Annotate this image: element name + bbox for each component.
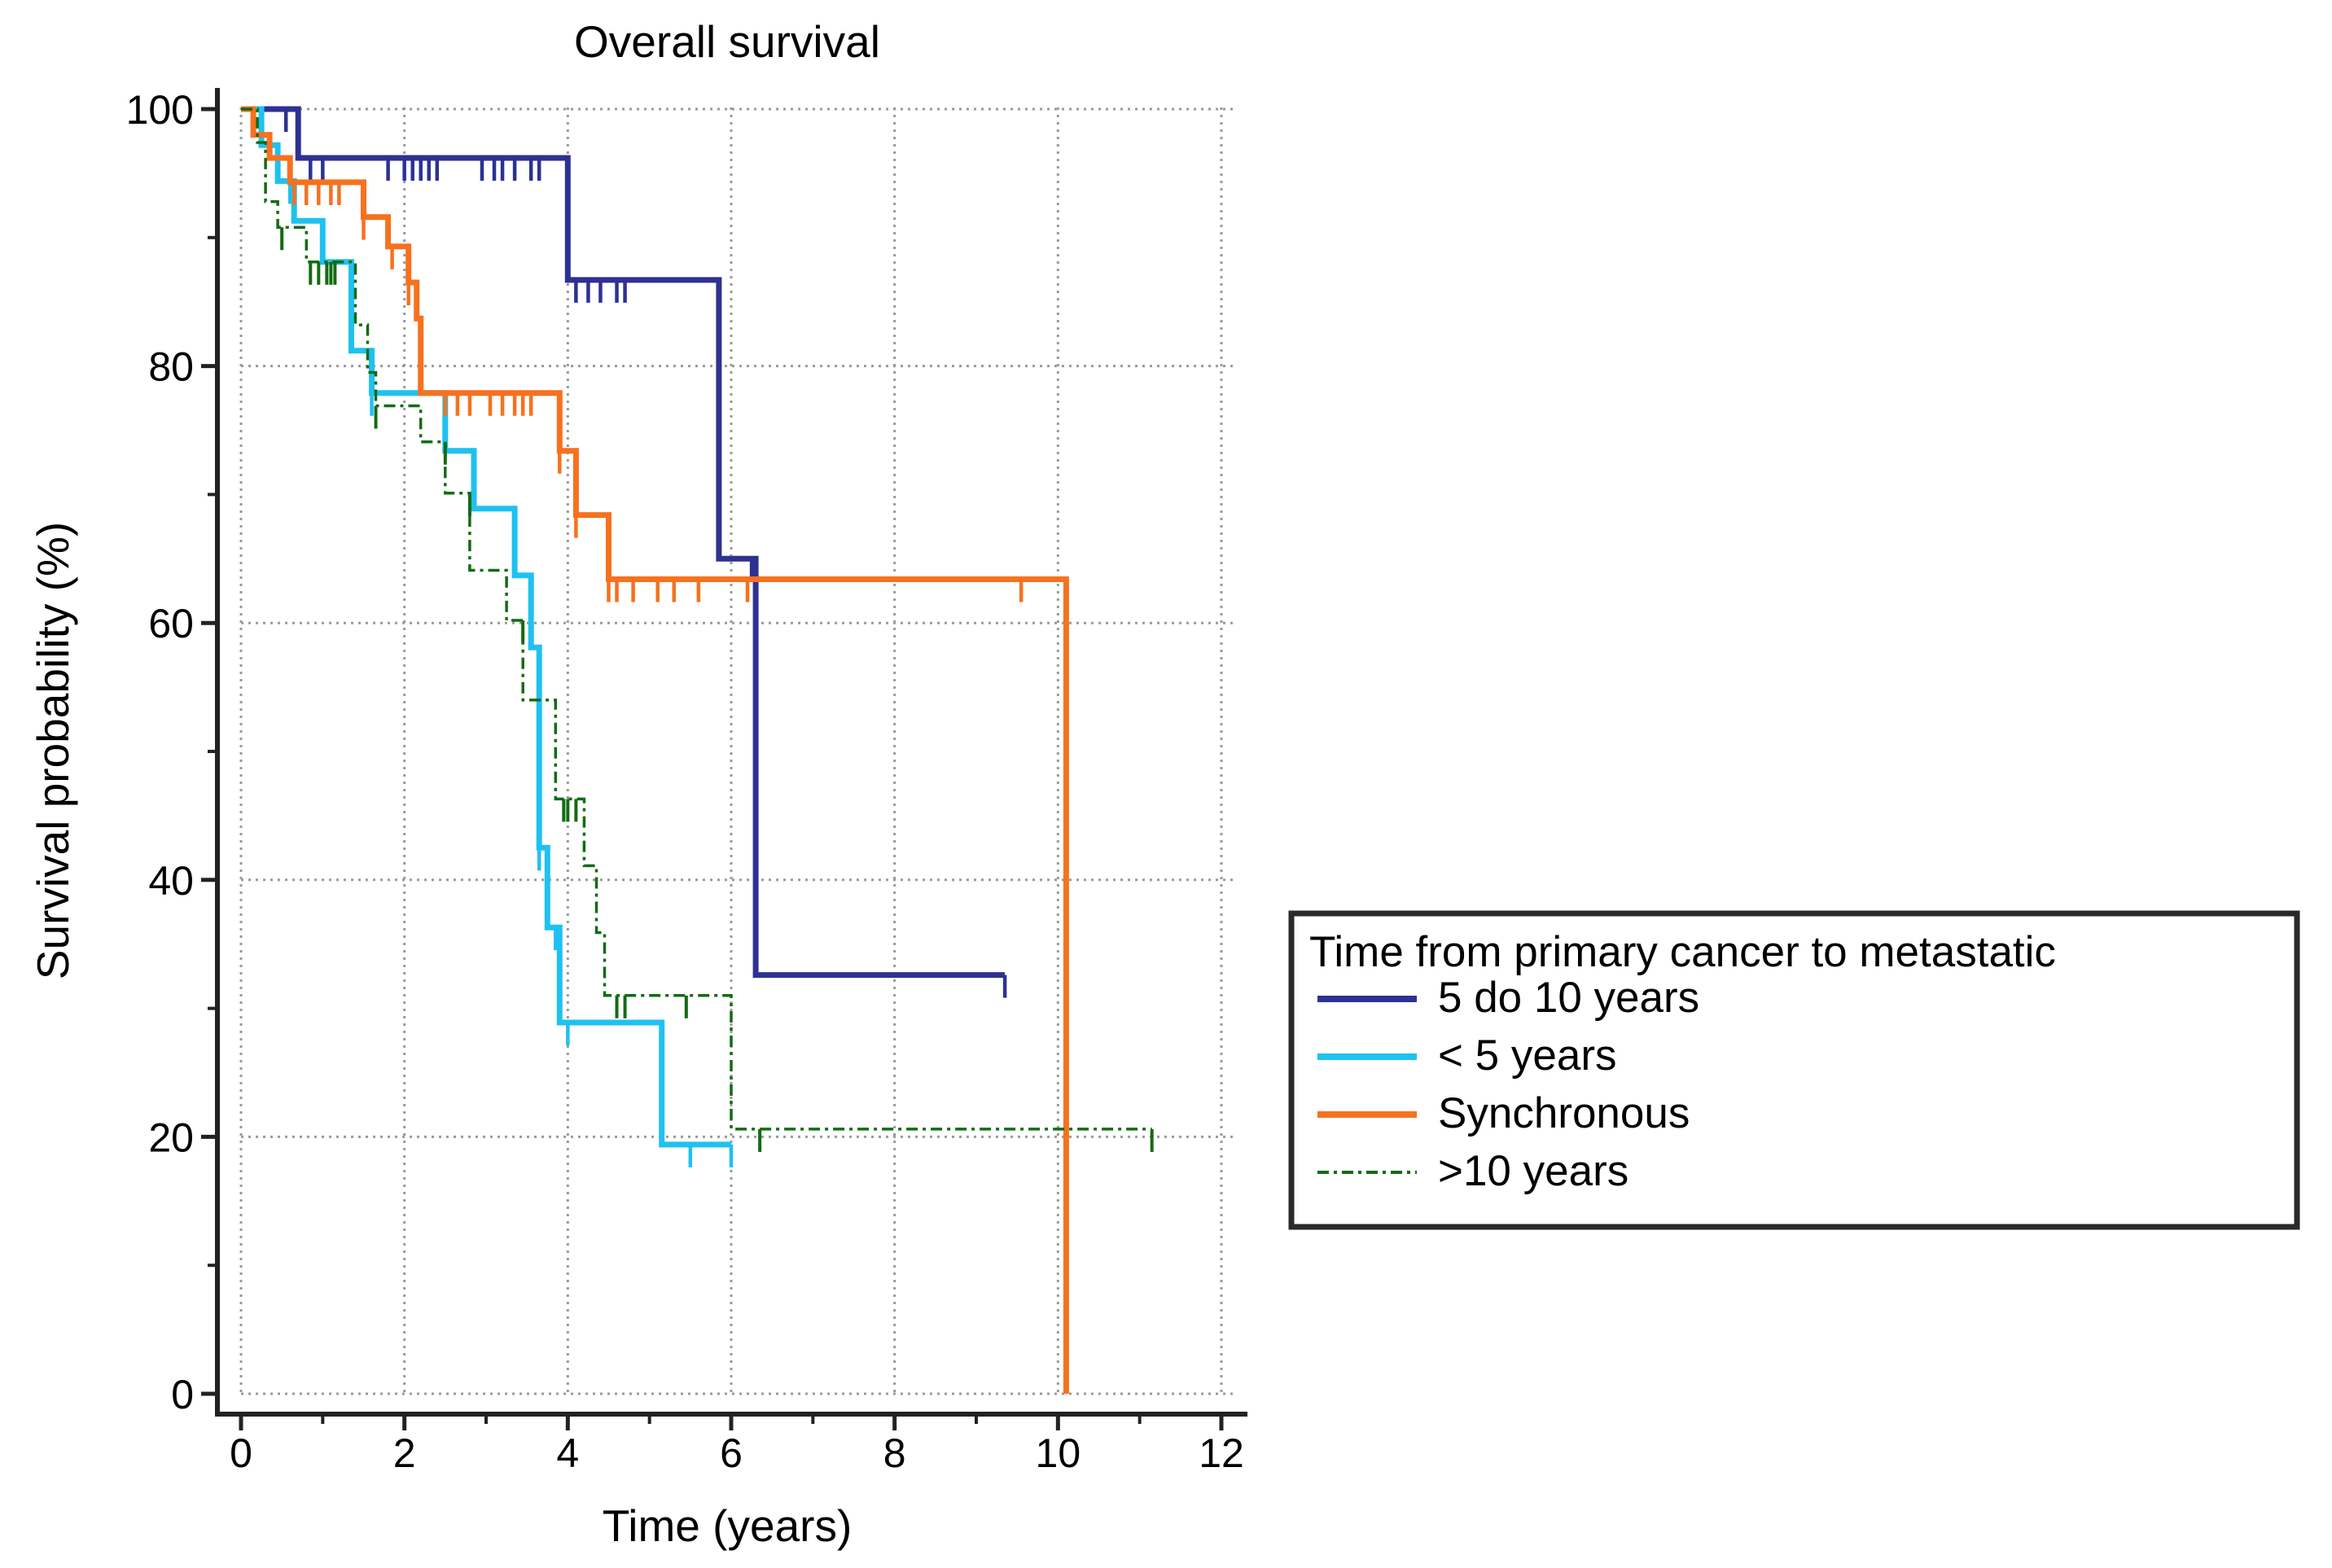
series-group [241, 106, 1069, 1394]
legend-label: >10 years [1438, 1147, 1628, 1195]
y-tick-label: 80 [148, 344, 194, 390]
y-tick-label: 40 [148, 858, 194, 904]
legend-label: Synchronous [1438, 1089, 1690, 1137]
x-tick-label: 8 [883, 1430, 906, 1476]
x-tick-label: 0 [230, 1430, 252, 1476]
y-tick-label: 0 [171, 1372, 194, 1417]
ticks: 0 2 4 6 8 10 12 0 20 40 60 80 100 [126, 87, 1244, 1476]
series-group [241, 106, 734, 1167]
series-line [241, 106, 1006, 979]
series-line [241, 106, 1069, 1394]
legend-label: 5 do 10 years [1438, 974, 1699, 1022]
series-group [241, 106, 1007, 998]
x-tick-label: 10 [1036, 1430, 1081, 1476]
y-tick-label: 60 [148, 601, 194, 646]
plot-series [241, 106, 1154, 1394]
x-tick-label: 12 [1199, 1430, 1244, 1476]
y-tick-label: 100 [126, 87, 194, 133]
series-line [241, 107, 1152, 1131]
legend-label: < 5 years [1438, 1031, 1616, 1080]
x-tick-label: 6 [720, 1430, 743, 1476]
legend-box [1288, 910, 2300, 1230]
x-axis-label: Time (years) [603, 1500, 853, 1551]
legend-entries: 5 do 10 years < 5 years Synchronous >10 yea… [1317, 974, 1699, 1195]
y-tick-label: 20 [148, 1115, 194, 1160]
x-tick-label: 2 [393, 1430, 416, 1476]
chart-title: Overall survival [574, 16, 880, 67]
grid [239, 107, 1236, 1395]
series-group [241, 107, 1154, 1152]
y-axis-label: Survival probability (%) [28, 522, 78, 979]
x-tick-label: 4 [556, 1430, 579, 1476]
series-line [241, 106, 731, 1148]
legend: Time from primary cancer to metastatic 5… [1288, 910, 2300, 1230]
legend-title: Time from primary cancer to metastatic [1309, 928, 2056, 976]
